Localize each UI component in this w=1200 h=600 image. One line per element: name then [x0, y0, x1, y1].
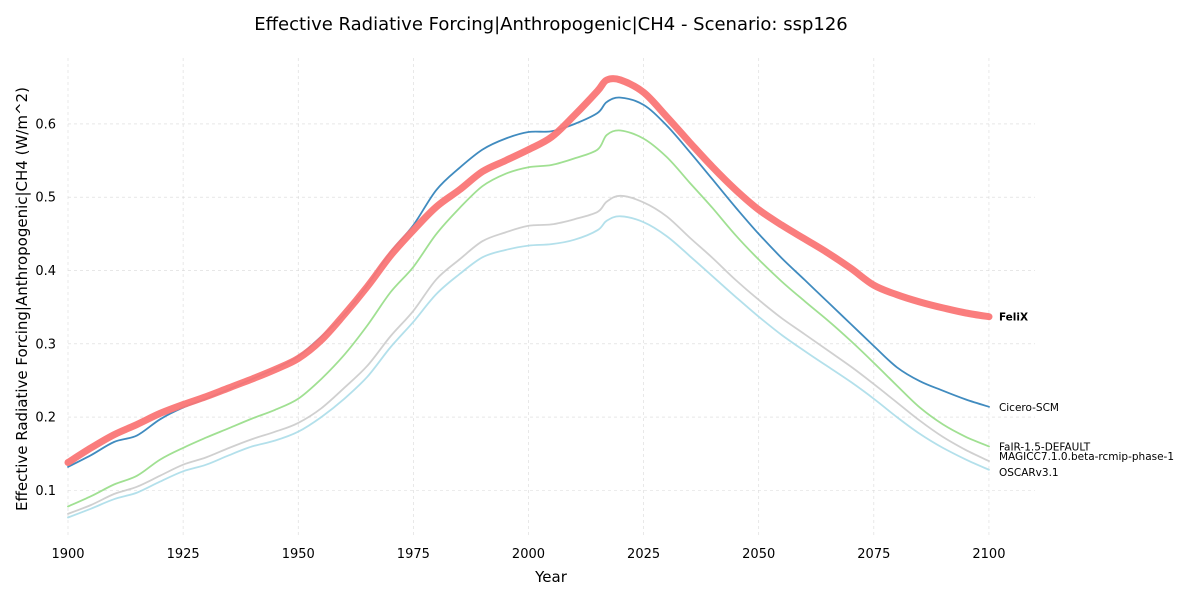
y-tick-label: 0.6: [35, 117, 56, 132]
series-end-label: FaIR-1.5-DEFAULT: [999, 441, 1091, 453]
series-line-oscarv3-1: [67, 215, 990, 519]
series-end-labels: Cicero-SCM FaIR-1.5-DEFAULTMAGICC7.1.0.be…: [999, 312, 1174, 479]
series-end-label: FeliX: [999, 312, 1028, 324]
y-tick-label: 0.4: [35, 264, 56, 279]
series-line-fair-1-5-default: [67, 129, 990, 508]
x-tick-label: 2075: [857, 547, 890, 562]
x-tick-label: 2050: [742, 547, 775, 562]
x-tick-label: 2000: [512, 547, 545, 562]
y-axis-label: Effective Radiative Forcing|Anthropogeni…: [13, 87, 31, 511]
y-tick-label: 0.5: [35, 191, 56, 206]
x-tick-label: 1975: [397, 547, 430, 562]
x-tick-label: 2100: [972, 547, 1005, 562]
series-line-felix: [64, 75, 993, 466]
x-tick-label: 1950: [282, 547, 315, 562]
axis-ticks: 1900 1925 1950 1975 2000 2025 2050 2075 2100 0.1 0…: [35, 117, 1005, 562]
y-tick-label: 0.2: [35, 411, 56, 426]
x-tick-label: 1925: [167, 547, 200, 562]
series-end-label: Cicero-SCM: [999, 402, 1059, 414]
y-tick-label: 0.3: [35, 337, 56, 352]
x-axis-label: Year: [534, 568, 568, 586]
series-end-label: OSCARv3.1: [999, 467, 1059, 479]
series-end-label: MAGICC7.1.0.beta-rcmip-phase-1: [999, 451, 1174, 463]
grid: [67, 58, 1035, 538]
x-tick-label: 1900: [51, 547, 84, 562]
series-line-magicc7-1-0-beta-rcmip-phase-1: [67, 194, 990, 515]
chart-title: Effective Radiative Forcing|Anthropogeni…: [254, 14, 847, 35]
y-tick-label: 0.1: [35, 484, 56, 499]
x-tick-label: 2025: [627, 547, 660, 562]
series-lines: [64, 75, 993, 519]
